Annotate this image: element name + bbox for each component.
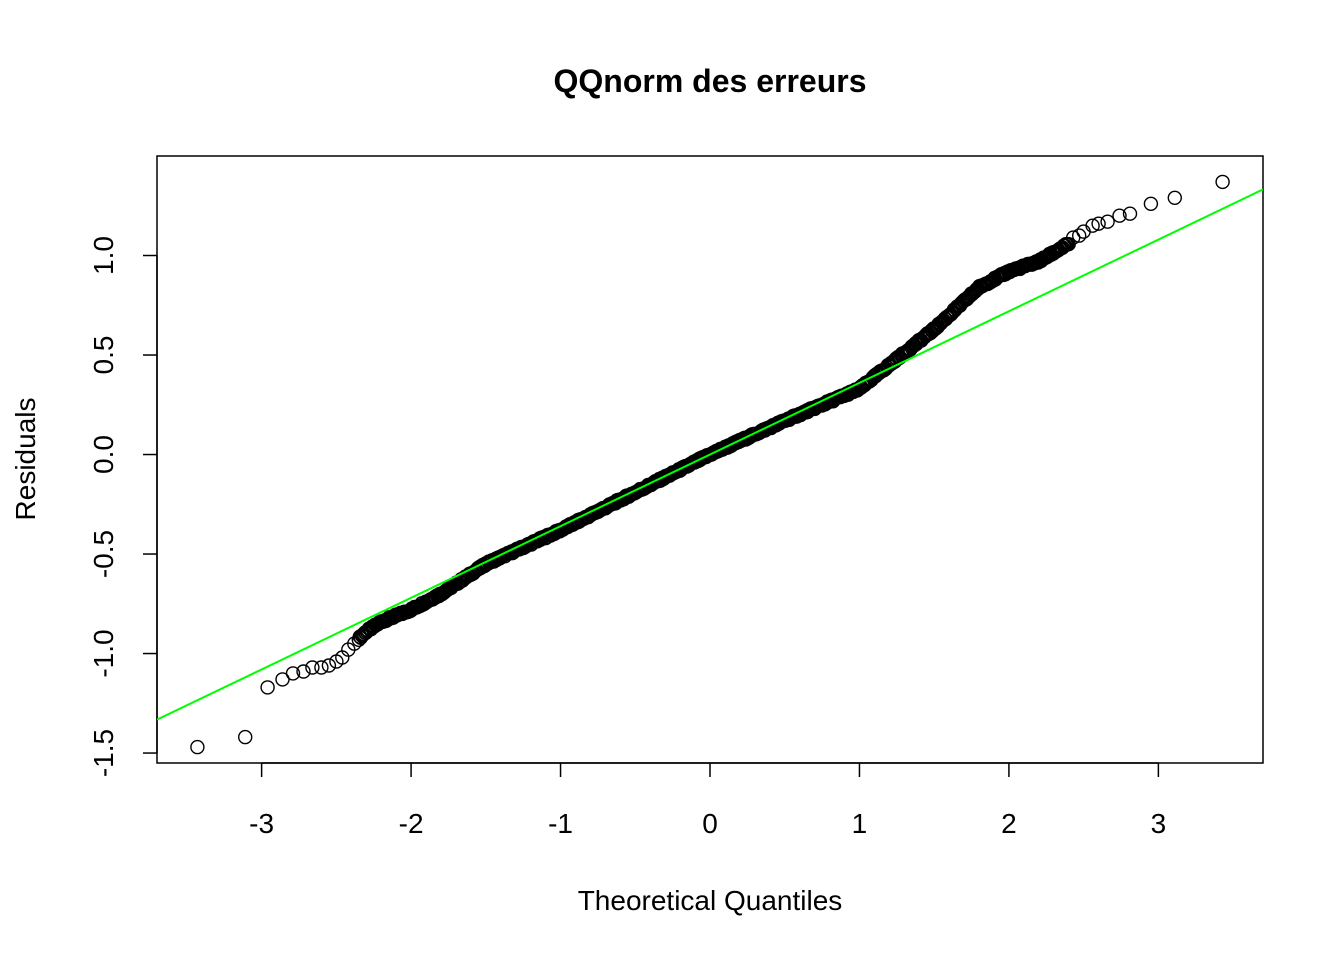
y-tick-label: -1.0 — [88, 629, 119, 677]
y-axis: -1.5 -1.0 -0.5 0.0 0.5 1.0 — [88, 236, 158, 777]
data-point — [296, 664, 311, 679]
chart-title: QQnorm des erreurs — [554, 63, 867, 99]
qqline — [157, 188, 1263, 721]
data-point — [237, 729, 253, 745]
y-tick-label: -1.5 — [88, 729, 119, 777]
x-tick-label: -1 — [548, 808, 573, 839]
y-axis-label: Residuals — [10, 398, 41, 521]
y-tick-label: 0.5 — [88, 336, 119, 375]
x-tick-label: 2 — [1001, 808, 1017, 839]
points-layer — [190, 174, 1230, 755]
data-point — [1112, 208, 1127, 223]
data-point — [285, 666, 301, 681]
data-point — [321, 658, 337, 673]
x-tick-label: -2 — [399, 808, 424, 839]
x-tick-label: 0 — [702, 808, 718, 839]
data-point — [1085, 218, 1100, 233]
y-tick-label: -0.5 — [88, 530, 119, 578]
data-point — [1167, 190, 1183, 206]
data-point — [1143, 196, 1159, 212]
y-tick-label: 0.0 — [88, 435, 119, 474]
data-point — [190, 739, 205, 755]
data-point — [1091, 216, 1106, 231]
data-point — [347, 636, 362, 651]
data-point — [1071, 228, 1087, 243]
data-point — [1215, 174, 1230, 190]
data-point — [260, 680, 275, 695]
data-point — [1122, 206, 1138, 221]
y-tick-label: 1.0 — [88, 236, 119, 275]
x-tick-label: 3 — [1151, 808, 1167, 839]
x-axis: -3 -2 -1 0 1 2 3 — [249, 762, 1167, 839]
x-axis-label: Theoretical Quantiles — [578, 885, 843, 916]
data-point — [1100, 214, 1115, 229]
data-point — [314, 660, 329, 675]
data-point — [275, 672, 290, 687]
x-tick-label: 1 — [852, 808, 868, 839]
data-point — [305, 660, 320, 675]
x-tick-label: -3 — [249, 808, 274, 839]
qqline-layer — [157, 188, 1263, 721]
